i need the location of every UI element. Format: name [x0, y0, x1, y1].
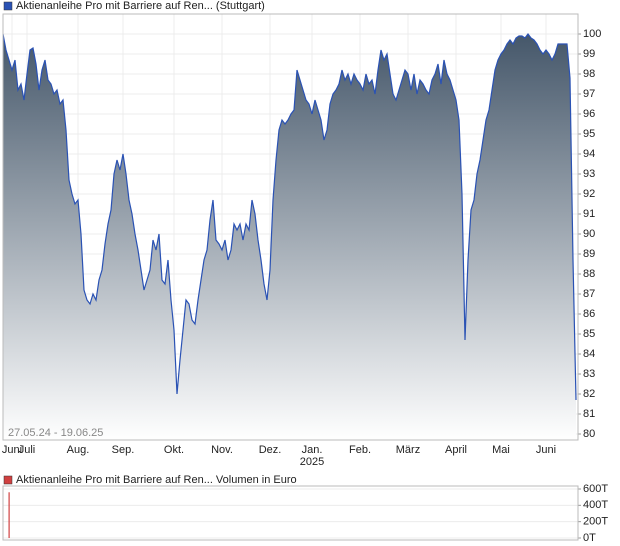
x-tick-label: Juni — [536, 444, 556, 456]
year-label: 2025 — [300, 456, 324, 468]
y-tick-label: 85 — [583, 328, 595, 340]
x-tick-label: Sep. — [112, 444, 135, 456]
plot-frame-top — [2, 485, 579, 541]
volume-bar — [8, 492, 10, 538]
x-tick-label: Okt. — [164, 444, 184, 456]
x-tick-label: Juli — [19, 444, 36, 456]
y-tick-label: 80 — [583, 428, 595, 440]
area-fill — [3, 34, 576, 440]
y-tick-label: 200T — [583, 516, 608, 528]
y-tick-label: 96 — [583, 108, 595, 120]
y-tick-label: 0T — [583, 532, 596, 544]
plot-frame-top — [2, 13, 579, 441]
y-tick-label: 83 — [583, 368, 595, 380]
y-tick-label: 82 — [583, 388, 595, 400]
y-tick-label: 400T — [583, 499, 608, 511]
price-line — [2, 33, 577, 401]
y-tick-label: 99 — [583, 48, 595, 60]
y-tick-label: 88 — [583, 268, 595, 280]
x-tick-label: Juni — [2, 444, 22, 456]
legend-label: Aktienanleihe Pro mit Barriere auf Ren..… — [16, 474, 297, 486]
legend-swatch — [3, 1, 13, 11]
y-tick-label: 90 — [583, 228, 595, 240]
plot-frame — [2, 485, 579, 541]
x-tick-label: Nov. — [211, 444, 233, 456]
y-tick-label: 92 — [583, 188, 595, 200]
y-tick-label: 95 — [583, 128, 595, 140]
y-tick-label: 94 — [583, 148, 595, 160]
x-tick-label: März — [396, 444, 420, 456]
y-tick-label: 600T — [583, 483, 608, 495]
x-tick-label: Dez. — [259, 444, 282, 456]
y-tick-label: 100 — [583, 28, 601, 40]
y-tick-label: 97 — [583, 88, 595, 100]
y-tick-label: 87 — [583, 288, 595, 300]
legend-label: Aktienanleihe Pro mit Barriere auf Ren..… — [16, 0, 265, 12]
y-tick-label: 93 — [583, 168, 595, 180]
x-tick-label: Mai — [492, 444, 510, 456]
x-tick-label: Jan. — [302, 444, 323, 456]
x-tick-label: Aug. — [67, 444, 90, 456]
y-tick-label: 91 — [583, 208, 595, 220]
date-range: 27.05.24 - 19.06.25 — [8, 427, 103, 439]
y-tick-label: 98 — [583, 68, 595, 80]
y-tick-label: 89 — [583, 248, 595, 260]
x-tick-label: April — [445, 444, 467, 456]
legend-swatch — [3, 475, 13, 485]
y-tick-label: 84 — [583, 348, 595, 360]
y-tick-label: 86 — [583, 308, 595, 320]
y-tick-label: 81 — [583, 408, 595, 420]
x-tick-label: Feb. — [349, 444, 371, 456]
